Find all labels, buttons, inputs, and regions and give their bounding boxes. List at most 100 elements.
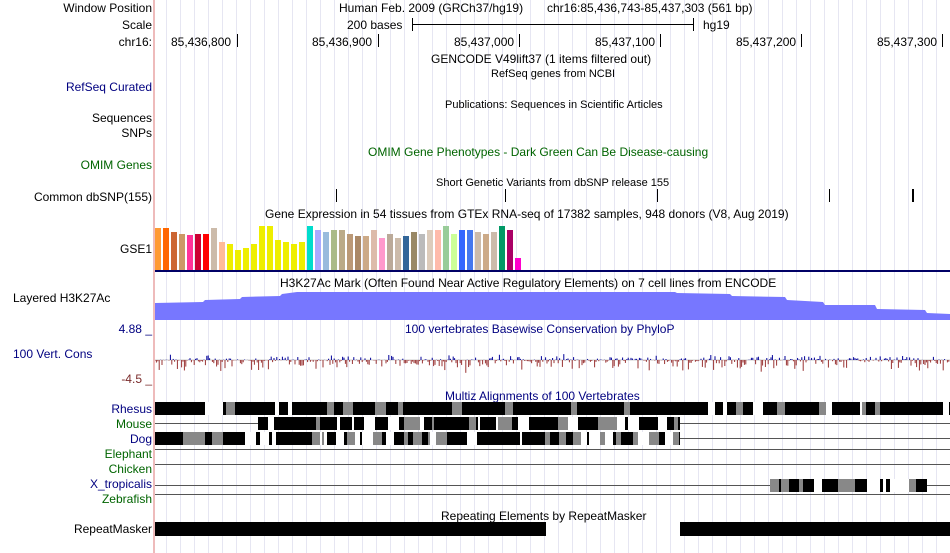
gtex-tissue-bar[interactable] [355,236,361,270]
gtex-tissue-bar[interactable] [347,234,353,270]
gtex-tissue-bar[interactable] [419,234,425,270]
gtex-tissue-bar[interactable] [251,244,257,270]
gtex-tissue-bar[interactable] [171,232,177,270]
grid-line [278,0,279,553]
species-chicken-label[interactable]: Chicken [108,462,152,476]
phylop-track-title[interactable]: 100 vertebrates Basewise Conservation by… [405,322,675,336]
repeat-element[interactable] [155,522,546,536]
grid-line [320,0,321,553]
publications-track-title[interactable]: Publications: Sequences in Scientific Ar… [445,99,663,111]
gtex-tissue-bar[interactable] [459,230,465,270]
snps-label[interactable]: SNPs [121,126,152,140]
gtex-tissue-bar[interactable] [467,230,473,270]
grid-line [866,0,867,553]
gtex-tissue-bar[interactable] [187,235,193,270]
species-zebrafish-label[interactable]: Zebrafish [101,492,152,506]
snp-mark[interactable] [657,189,658,202]
repeatmasker-label[interactable]: RepeatMasker [73,522,152,536]
refseq-track-title[interactable]: RefSeq genes from NCBI [491,68,616,80]
alignment-block [521,402,528,415]
gtex-tissue-bar[interactable] [379,238,385,270]
gtex-tissue-bar[interactable] [267,226,273,270]
gtex-tissue-bar[interactable] [427,230,433,270]
gtex-track-title[interactable]: Gene Expression in 54 tissues from GTEx … [265,207,789,221]
alignment-block [272,432,276,445]
gtex-tissue-bar[interactable] [275,240,281,270]
alignment-block [736,402,743,415]
gtex-tissue-bar[interactable] [515,258,521,270]
gtex-tissue-bar[interactable] [235,250,241,270]
gtex-tissue-bar[interactable] [211,228,217,270]
gtex-tissue-bar[interactable] [507,230,513,270]
vert-cons-label[interactable]: 100 Vert. Cons [13,347,93,361]
gtex-tissue-bar[interactable] [323,232,329,270]
snp-mark[interactable] [336,189,337,202]
gtex-tissue-bar[interactable] [291,244,297,270]
alignment-block [276,432,286,445]
gtex-tissue-bar[interactable] [435,230,441,270]
gtex-tissue-bar[interactable] [155,228,161,270]
gtex-tissue-bar[interactable] [371,230,377,270]
gtex-tissue-bar[interactable] [299,242,305,270]
gencode-track-title[interactable]: GENCODE V49lift37 (1 items filtered out) [431,52,652,66]
refseq-curated-label[interactable]: RefSeq Curated [65,80,152,94]
alignment-block [505,402,513,415]
gtex-tissue-bar[interactable] [475,232,481,270]
snp-mark[interactable] [829,189,830,202]
gtex-bar-chart[interactable] [155,222,535,270]
sequences-label[interactable]: Sequences [91,111,152,125]
gtex-tissue-bar[interactable] [307,226,313,270]
alignment-block [720,402,723,415]
gtex-tissue-bar[interactable] [163,228,169,270]
alignment-block [473,402,484,415]
dbsnp-track-title[interactable]: Short Genetic Variants from dbSNP releas… [436,177,670,189]
multiz-alignments[interactable] [155,400,950,510]
gtex-tissue-bar[interactable] [203,234,209,270]
gtex-tissue-bar[interactable] [219,242,225,270]
multiz-track-title[interactable]: Multiz Alignments of 100 Vertebrates [445,389,640,403]
gtex-tissue-bar[interactable] [403,236,409,270]
h3k27ac-track-title[interactable]: H3K27Ac Mark (Often Found Near Active Re… [280,276,777,290]
snp-mark[interactable] [912,189,914,202]
alignment-block [555,417,558,430]
gtex-tissue-bar[interactable] [443,226,449,270]
phylop-signal[interactable] [155,336,950,386]
repeat-element[interactable] [680,522,950,536]
gtex-tissue-bar[interactable] [195,234,201,270]
gtex-tissue-bar[interactable] [259,226,265,270]
gtex-tissue-bar[interactable] [363,236,369,270]
gtex-tissue-bar[interactable] [283,242,289,270]
h3k27ac-signal[interactable] [155,288,950,320]
gtex-tissue-bar[interactable] [451,234,457,270]
alignment-block [450,417,459,430]
gtex-tissue-bar[interactable] [339,230,345,270]
gse1-label[interactable]: GSE1 [119,242,152,256]
gtex-tissue-bar[interactable] [387,234,393,270]
alignment-block [665,432,671,445]
grid-line [334,0,335,553]
track-image[interactable]: Human Feb. 2009 (GRCh37/hg19) chr16:85,4… [155,0,950,553]
species-mouse-label[interactable]: Mouse [115,417,152,431]
species-xtropicalis-label[interactable]: X_tropicalis [89,477,152,491]
gtex-tissue-bar[interactable] [315,230,321,270]
gtex-tissue-bar[interactable] [331,230,337,270]
gtex-tissue-bar[interactable] [243,248,249,270]
gtex-tissue-bar[interactable] [499,226,505,270]
alignment-block [529,417,539,430]
gtex-tissue-bar[interactable] [483,234,489,270]
common-dbsnp-label[interactable]: Common dbSNP(155) [33,190,152,204]
snp-mark[interactable] [505,189,506,202]
gtex-tissue-bar[interactable] [179,234,185,270]
omim-track-title[interactable]: OMIM Gene Phenotypes - Dark Green Can Be… [368,145,709,159]
gtex-tissue-bar[interactable] [411,232,417,270]
gtex-tissue-bar[interactable] [491,232,497,270]
omim-genes-label[interactable]: OMIM Genes [80,158,152,172]
repeatmasker-track-title[interactable]: Repeating Elements by RepeatMasker [441,509,647,523]
alignment-block [639,417,647,430]
species-dog-label[interactable]: Dog [129,432,152,446]
gtex-tissue-bar[interactable] [227,244,233,270]
species-elephant-label[interactable]: Elephant [104,447,152,461]
layered-h3k27ac-label[interactable]: Layered H3K27Ac [13,291,111,305]
species-rhesus-label[interactable]: Rhesus [111,402,152,416]
gtex-tissue-bar[interactable] [395,238,401,270]
